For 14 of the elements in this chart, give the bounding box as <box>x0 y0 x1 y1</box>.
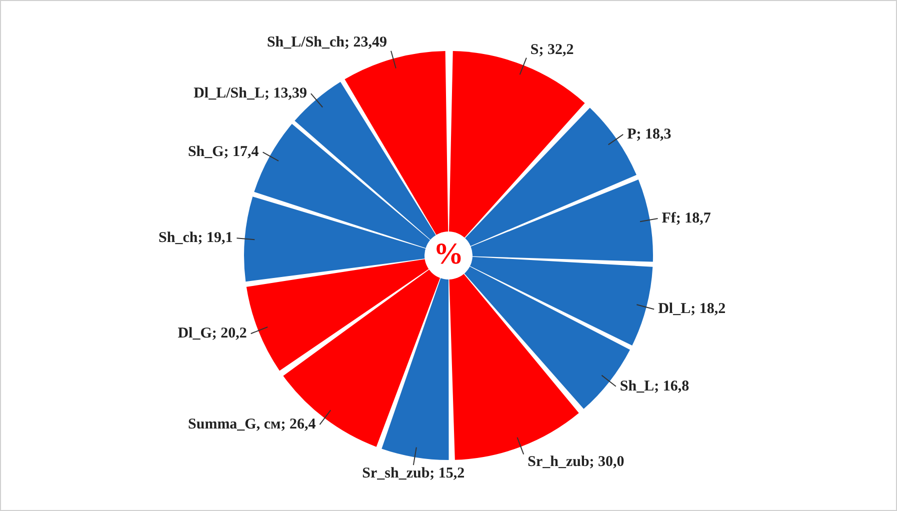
slice-label: Dl_L; 18,2 <box>658 301 726 318</box>
slice-label: Sh_L; 16,8 <box>620 378 690 394</box>
slice-label: Dl_L/Sh_L; 13,39 <box>194 85 307 102</box>
slice-label: Sr_sh_zub; 15,2 <box>362 465 465 482</box>
slice-label: S; 32,2 <box>530 42 574 58</box>
slice-label: Summa_G, см; 26,4 <box>188 416 316 432</box>
slice-label: Sh_L/Sh_ch; 23,49 <box>266 34 388 51</box>
slice-label: Sr_h_zub; 30,0 <box>528 454 624 470</box>
slice-label: Sh_G; 17,4 <box>188 144 260 160</box>
slice-label: Dl_G; 20,2 <box>178 325 247 342</box>
text: % <box>434 237 464 270</box>
slice-label: Ff; 18,7 <box>662 210 712 226</box>
slice-label: P; 18,3 <box>627 126 672 142</box>
slice-label: Sh_ch; 19,1 <box>158 230 233 246</box>
